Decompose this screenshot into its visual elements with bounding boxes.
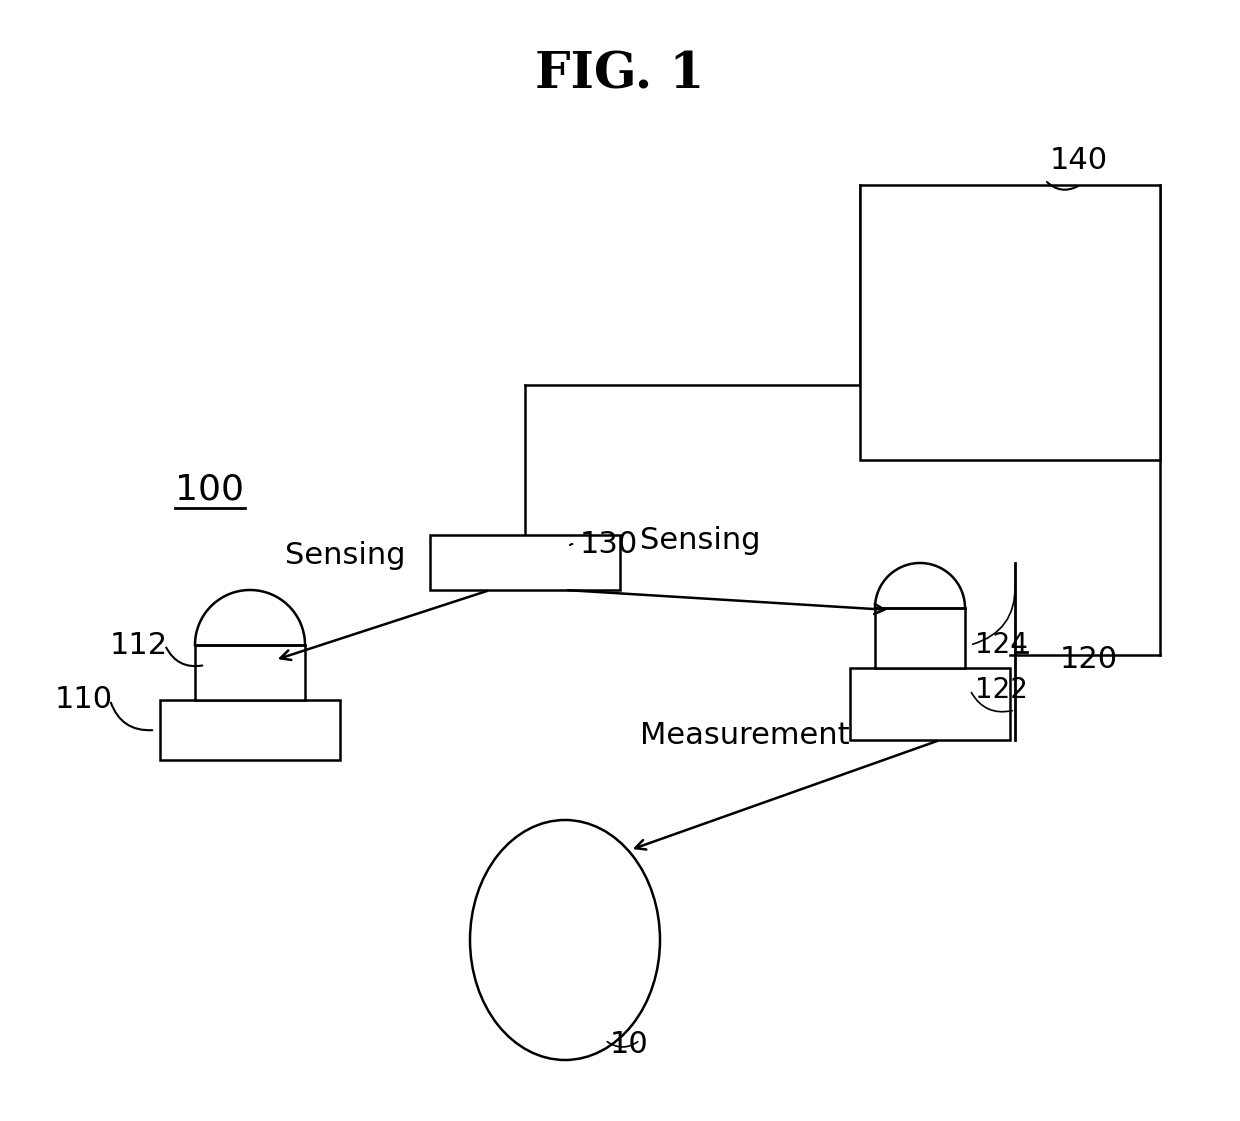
Text: 110: 110: [55, 686, 113, 714]
Text: 112: 112: [110, 630, 169, 659]
Bar: [849, 668, 1011, 740]
Text: Sensing: Sensing: [285, 541, 405, 569]
Text: 120: 120: [1060, 646, 1118, 675]
Text: 122: 122: [975, 676, 1028, 704]
Text: 124: 124: [975, 631, 1028, 659]
Text: Sensing: Sensing: [640, 526, 760, 555]
Bar: [875, 608, 965, 668]
Bar: [195, 645, 305, 700]
Bar: [160, 700, 340, 760]
Bar: [861, 185, 1159, 460]
Ellipse shape: [470, 819, 660, 1060]
Text: 140: 140: [1050, 146, 1109, 175]
Text: Measurement: Measurement: [640, 721, 849, 750]
Text: 10: 10: [610, 1030, 649, 1059]
Text: 130: 130: [580, 530, 639, 559]
Text: FIG. 1: FIG. 1: [536, 50, 704, 100]
Bar: [430, 535, 620, 590]
Text: 100: 100: [175, 473, 244, 507]
